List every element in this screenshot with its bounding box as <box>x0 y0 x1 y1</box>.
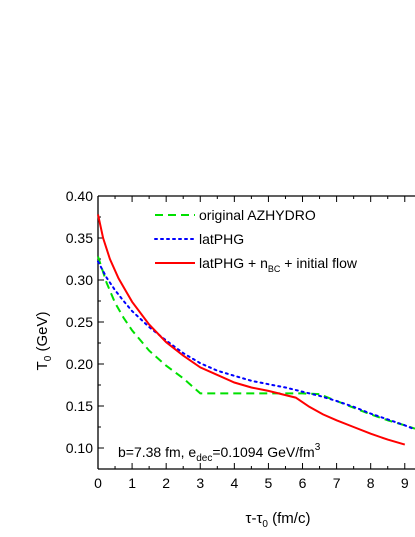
y-tick-label: 0.35 <box>66 230 93 246</box>
x-tick-label: 2 <box>162 475 170 491</box>
x-tick-label: 0 <box>94 475 102 491</box>
series-lines <box>97 214 415 446</box>
x-axis-label-sub: 0 <box>262 519 268 530</box>
annotation-part1: b=7.38 fm, e <box>118 444 196 460</box>
y-tick-label: 0.10 <box>66 440 93 456</box>
legend-label-1: original AZHYDRO <box>199 207 316 223</box>
annotation-sup: 3 <box>315 442 321 453</box>
y-axis-label-tail: (GeV) <box>34 312 51 356</box>
legend-label-2: latPHG <box>199 231 244 247</box>
x-tick-label: 8 <box>367 475 375 491</box>
y-tick-label: 0.15 <box>66 398 93 414</box>
x-axis-label: τ-τ0 (fm/c) <box>246 510 311 530</box>
y-tick-label: 0.25 <box>66 314 93 330</box>
annotation-text: b=7.38 fm, edec=0.1094 GeV/fm3 <box>118 442 321 464</box>
axes <box>97 195 415 470</box>
legend: original AZHYDRO latPHG latPHG + nBC + ini… <box>154 207 358 274</box>
x-axis-label-tail: (fm/c) <box>268 510 311 527</box>
series-line-2 <box>97 260 415 431</box>
legend-label-3: latPHG + nBC + initial flow <box>199 255 358 274</box>
x-tick-label: 7 <box>333 475 341 491</box>
x-tick-label: 3 <box>196 475 204 491</box>
y-axis-label-main: T <box>34 361 51 370</box>
y-tick-label: 0.30 <box>66 272 93 288</box>
x-tick-label: 4 <box>230 475 238 491</box>
y-tick-label: 0.20 <box>66 356 93 372</box>
series-line-3 <box>97 214 406 446</box>
y-tick-label: 0.40 <box>66 188 93 204</box>
y-axis-label: T0 (GeV) <box>34 312 54 371</box>
annotation-sub: dec <box>196 453 212 464</box>
ticks: 0 1 2 3 4 5 6 7 8 9 0.10 0.15 0.20 0.25 0.30 0.35 0.40 <box>66 188 409 491</box>
annotation-part2: =0.1094 GeV/fm <box>212 444 314 460</box>
x-tick-label: 1 <box>128 475 136 491</box>
series-line-1 <box>97 256 415 430</box>
x-tick-label: 6 <box>299 475 307 491</box>
x-tick-label: 5 <box>265 475 273 491</box>
y-axis-label-sub: 0 <box>43 355 54 361</box>
x-tick-label: 9 <box>401 475 409 491</box>
x-axis-label-main: τ-τ <box>246 510 263 527</box>
